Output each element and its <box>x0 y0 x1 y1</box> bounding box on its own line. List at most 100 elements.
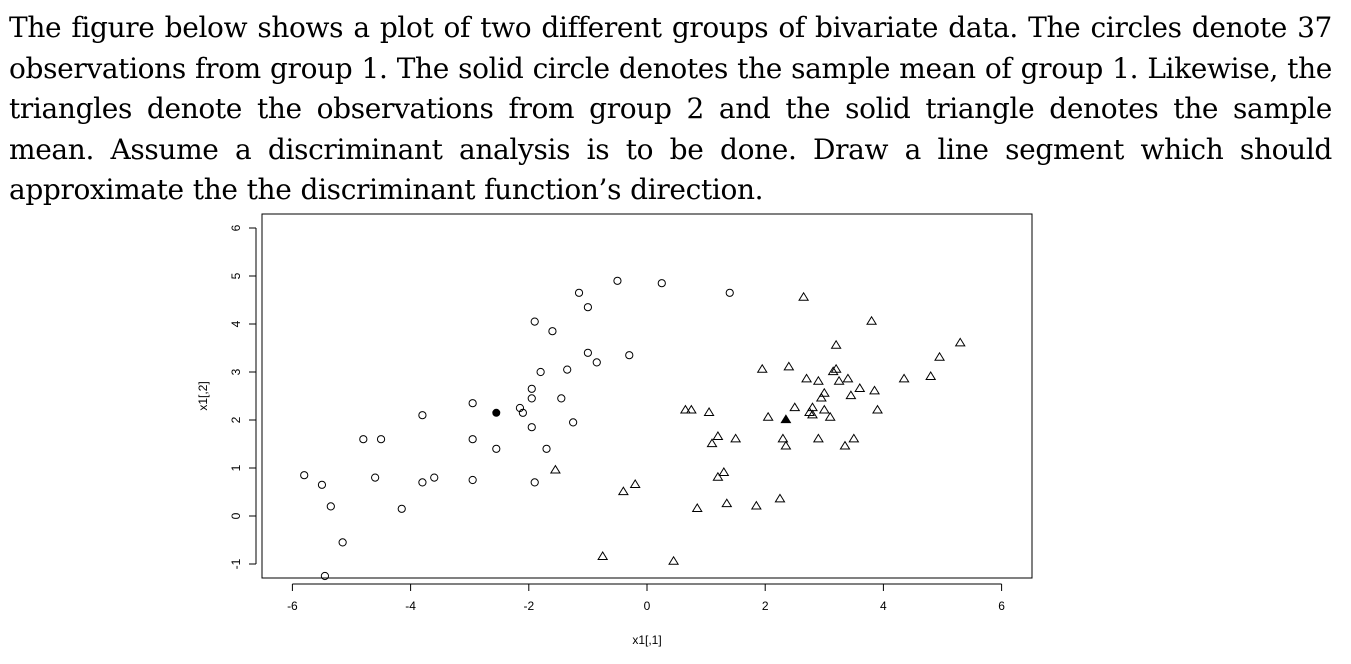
data-points <box>300 276 966 581</box>
group2-point <box>629 479 641 488</box>
group2-point <box>872 404 883 414</box>
group2-point <box>774 493 786 503</box>
group1-point <box>300 471 309 480</box>
group1-point <box>574 288 584 297</box>
y-axis-label: x1[,2] <box>196 381 210 410</box>
group1-point <box>548 327 557 336</box>
group2-point <box>712 431 724 440</box>
group2-point <box>721 498 733 508</box>
group2-point <box>597 551 609 560</box>
group1-point <box>492 444 501 453</box>
x-tick-label: -6 <box>287 599 298 613</box>
group1-point <box>527 384 536 393</box>
group2-point <box>807 409 818 419</box>
group2-point <box>730 433 742 443</box>
group2-point <box>789 402 801 412</box>
group1-point <box>468 399 477 408</box>
x-tick-label: 2 <box>762 599 769 613</box>
group2-point <box>827 366 839 376</box>
group1-point <box>557 394 566 403</box>
group2-point <box>812 433 824 443</box>
group1-point <box>338 538 347 547</box>
group1-point <box>725 288 734 297</box>
group2-point <box>830 363 842 373</box>
group2-point <box>839 440 851 450</box>
group1-point <box>657 279 666 288</box>
group2-point <box>780 440 792 450</box>
group2-point <box>830 339 842 349</box>
group2-point <box>801 373 813 383</box>
group1-point <box>527 423 536 432</box>
x-tick-label: -4 <box>405 599 416 613</box>
group2-point <box>824 411 836 421</box>
group2-point <box>706 438 718 448</box>
group1-point <box>518 408 527 417</box>
group2-point <box>925 371 937 380</box>
x-tick-label: 4 <box>880 599 887 613</box>
group2-point <box>869 385 880 395</box>
group2-point <box>668 555 680 565</box>
group1-point <box>359 435 368 444</box>
plot-frame <box>261 213 1033 579</box>
group2-point <box>762 411 774 421</box>
group1-point <box>536 367 545 377</box>
x-tick-label: -2 <box>523 599 534 613</box>
group2-point <box>833 375 845 385</box>
group1-point <box>418 478 427 487</box>
x-tick-label: 6 <box>998 599 1005 613</box>
group2-point <box>617 486 629 496</box>
question-text: The figure below shows a plot of two dif… <box>9 11 1332 206</box>
y-axis: -1 0 1 2 3 4 5 6 <box>229 224 257 569</box>
group2-point <box>756 363 768 373</box>
y-tick-label: 2 <box>229 416 243 423</box>
group1-point <box>418 411 427 420</box>
group2-point <box>818 387 830 397</box>
group1-point <box>613 276 622 285</box>
group2-mean-point <box>780 414 792 424</box>
group1-point <box>468 475 477 485</box>
group2-point <box>818 404 830 414</box>
group1-point <box>468 435 477 444</box>
group1-point <box>530 317 539 326</box>
group2-point <box>866 315 878 325</box>
group2-point <box>845 390 857 400</box>
y-tick-label: 6 <box>229 224 243 231</box>
group2-point <box>718 467 730 476</box>
y-tick-label: 5 <box>229 272 243 279</box>
group2-point <box>842 373 854 383</box>
group2-point <box>777 433 789 443</box>
group1-point <box>326 502 335 511</box>
group2-point <box>815 392 827 402</box>
group1-point <box>625 351 634 360</box>
y-tick-label: 4 <box>229 320 243 327</box>
y-tick-label: 0 <box>229 512 243 519</box>
group1-point <box>397 504 406 513</box>
group1-point <box>583 303 593 312</box>
y-tick-label: 1 <box>229 464 243 471</box>
group2-point <box>898 373 910 383</box>
group2-point <box>934 351 945 361</box>
group2-point <box>812 375 824 385</box>
group2-point <box>954 337 966 347</box>
group2-point <box>691 503 703 512</box>
group1-point <box>592 358 601 367</box>
y-tick-label: -1 <box>229 558 243 569</box>
group2-point <box>703 407 715 416</box>
group1-point <box>563 365 572 374</box>
group2-point <box>783 361 795 371</box>
group2-point <box>712 471 724 481</box>
group2-point <box>549 464 561 474</box>
group1-mean-point <box>492 408 501 417</box>
group1-point <box>376 435 386 444</box>
group2-point <box>750 500 762 510</box>
group2-point <box>848 433 860 443</box>
x-axis-label: x1[,1] <box>632 633 661 647</box>
group2-point <box>679 404 691 414</box>
group1-point <box>430 473 439 482</box>
group1-point <box>371 473 380 482</box>
group1-point <box>583 348 593 357</box>
group1-point <box>317 480 327 489</box>
group1-point <box>542 444 551 453</box>
